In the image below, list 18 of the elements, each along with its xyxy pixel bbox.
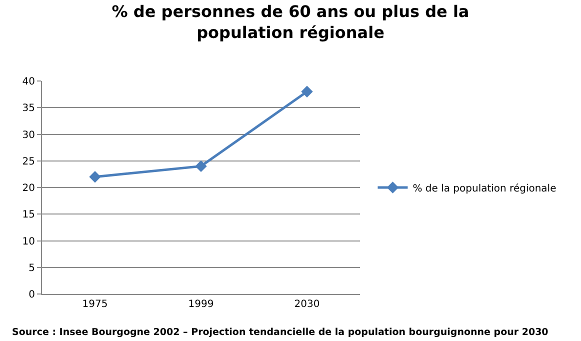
legend-label: % de la population régionale	[412, 183, 556, 194]
x-tick-label: 1975	[82, 299, 108, 310]
point	[301, 86, 313, 98]
y-tick-label: 25	[22, 156, 35, 168]
chart-title: % de personnes de 60 ans ou plus de la population régionale	[112, 2, 470, 42]
y-tick-label: 10	[22, 236, 35, 248]
y-tick-label: 5	[28, 262, 35, 274]
y-tick-label: 40	[22, 76, 35, 88]
y-tick-label: 30	[22, 130, 35, 141]
point	[195, 160, 207, 172]
point	[89, 171, 101, 183]
y-tick-label: 35	[22, 103, 35, 114]
y-tick-label: 20	[22, 183, 35, 194]
x-tick-label: 1999	[188, 299, 214, 310]
y-tick-label: 15	[22, 210, 35, 221]
y-tick-label: 0	[28, 290, 35, 300]
source-note: Source : Insee Bourgogne 2002 – Projection tendancielle de la population bourguignonne pour 2030	[12, 327, 549, 338]
x-tick-label: 2030	[294, 299, 320, 310]
